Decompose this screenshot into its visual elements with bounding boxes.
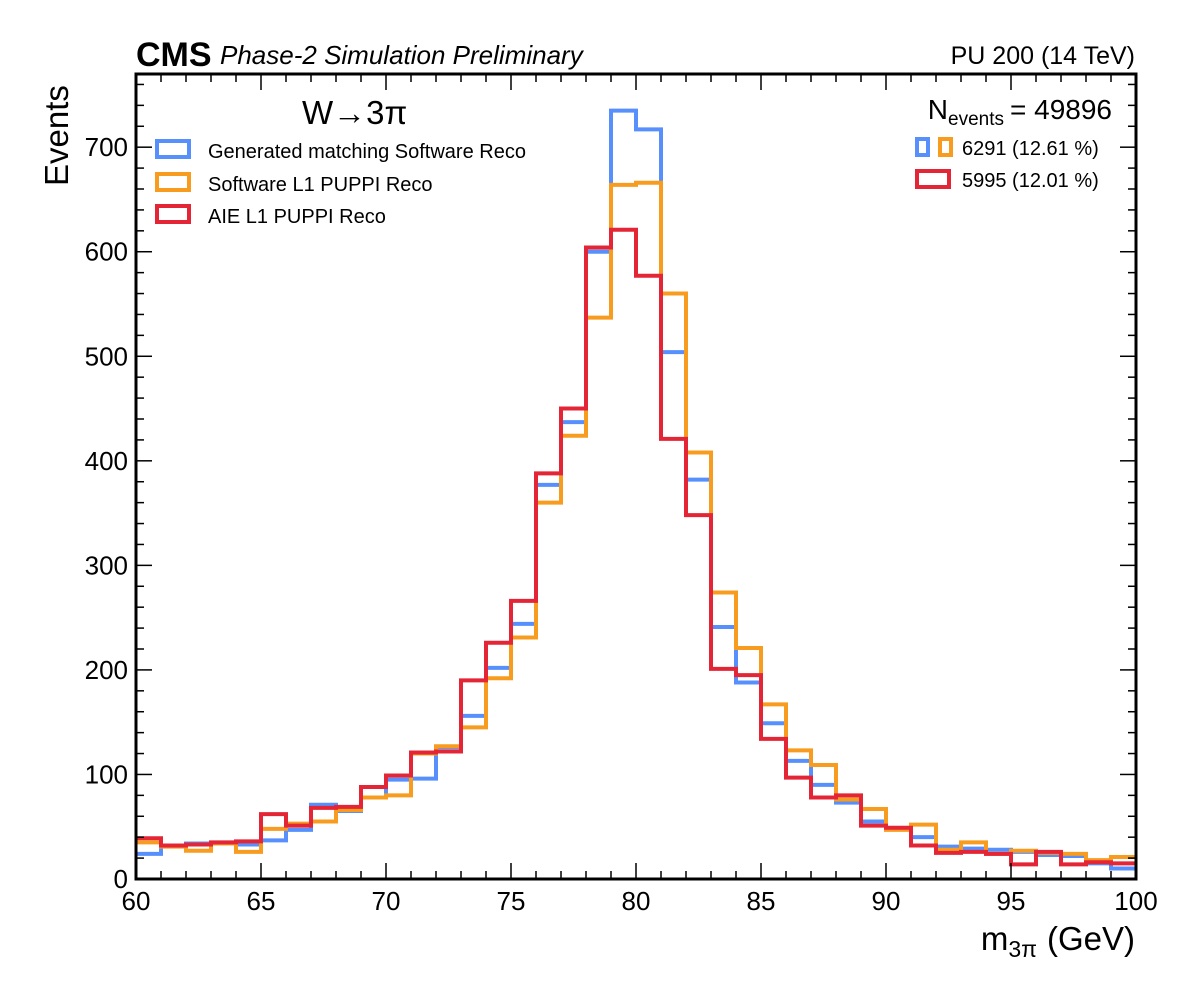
y-tick-label: 300: [85, 550, 128, 580]
legend-swatch-1: [155, 172, 191, 192]
legend-label-0: Generated matching Software Reco: [208, 141, 526, 163]
cms-label: CMS: [136, 36, 212, 74]
y-tick-label: 500: [85, 341, 128, 371]
x-tick-label: 90: [872, 886, 901, 916]
x-tick-label: 100: [1114, 886, 1157, 916]
count-label-1: 5995 (12.01 %): [962, 170, 1099, 192]
x-tick-label: 95: [997, 886, 1026, 916]
y-tick-label: 700: [85, 132, 128, 162]
x-axis-label: m3π (GeV): [981, 920, 1135, 962]
count-swatch-gen: [915, 137, 930, 157]
y-tick-label: 100: [85, 759, 128, 789]
x-axis-label-main: m: [981, 920, 1009, 957]
x-axis-label-sub: 3π: [1008, 936, 1037, 962]
x-tick-label: 60: [122, 886, 151, 916]
x-tick-label: 70: [372, 886, 401, 916]
y-tick-label: 400: [85, 446, 128, 476]
y-tick-label: 200: [85, 655, 128, 685]
legend-label-1: Software L1 PUPPI Reco: [208, 174, 433, 196]
x-tick-label: 85: [747, 886, 776, 916]
legend-swatch-2: [155, 204, 191, 224]
nevents-sub: events: [948, 109, 1004, 130]
x-tick-label: 75: [497, 886, 526, 916]
nevents-n: N: [928, 94, 948, 125]
plot-area: 60 65 70 75 80 85 90 95 100 0 100 200 300 400 500 600 70…: [85, 72, 1158, 916]
nevents-value: = 49896: [1010, 94, 1112, 125]
y-tick-label: 600: [85, 237, 128, 267]
count-swatch-aie: [915, 169, 951, 189]
x-tick-label: 65: [247, 886, 276, 916]
y-axis-label: Events: [38, 85, 75, 186]
nevents-label: Nevents = 49896: [928, 94, 1112, 130]
count-label-0: 6291 (12.61 %): [962, 138, 1099, 160]
count-swatch-sw: [938, 137, 953, 157]
series-line-1: [136, 180, 1136, 863]
conditions-label: PU 200 (14 TeV): [951, 42, 1135, 70]
process-annotation: W→3π: [302, 94, 407, 131]
x-axis-label-unit: (GeV): [1047, 920, 1135, 957]
status-label: Phase-2 Simulation Preliminary: [220, 40, 585, 70]
legend-label-2: AIE L1 PUPPI Reco: [208, 206, 386, 228]
y-tick-label: 0: [114, 864, 128, 894]
legend-swatch-0: [155, 139, 191, 159]
series-line-2: [136, 227, 1136, 867]
x-tick-label: 80: [622, 886, 651, 916]
